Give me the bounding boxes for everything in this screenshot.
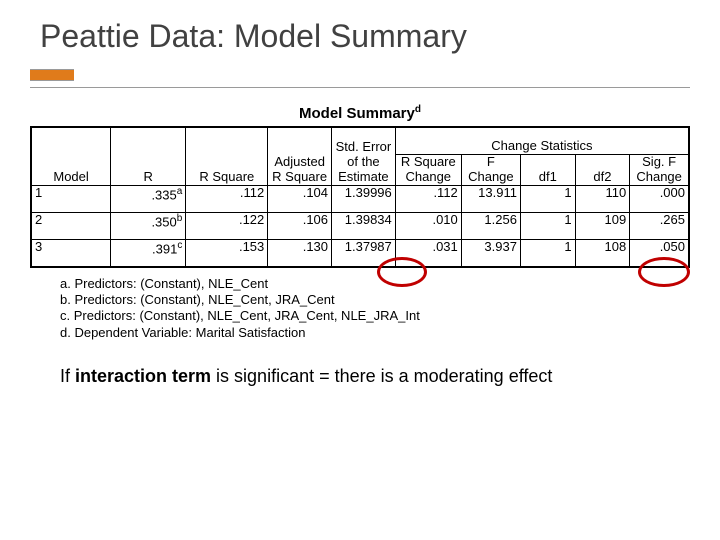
model-summary-table: Model R R Square Adjusted R Square Std. … [30,126,690,268]
col-fchg: F Change [461,155,520,186]
table-row: 2 .350b .122 .106 1.39834 .010 1.256 1 1… [31,212,689,239]
cell-fc: 1.256 [461,212,520,239]
table-wrap: Model R R Square Adjusted R Square Std. … [30,126,690,268]
table-title-super: d [415,104,421,115]
col-adjrsq: Adjusted R Square [268,127,332,185]
cell-rsc: .112 [395,185,461,212]
cell-se: 1.39996 [332,185,396,212]
cell-df1: 1 [520,212,575,239]
cell-adjrsq: .106 [268,212,332,239]
cell-df2: 110 [575,185,630,212]
conclusion-bold: interaction term [75,366,211,386]
col-rsqchg: R Square Change [395,155,461,186]
cell-fc: 3.937 [461,239,520,267]
col-rsq: R Square [186,127,268,185]
cell-adjrsq: .104 [268,185,332,212]
col-se: Std. Error of the Estimate [332,127,396,185]
footnotes: a. Predictors: (Constant), NLE_Cent b. P… [60,276,690,341]
header-row-1: Model R R Square Adjusted R Square Std. … [31,127,689,155]
cell-model: 1 [31,185,111,212]
footnote-d: d. Dependent Variable: Marital Satisfact… [60,325,690,341]
cell-r: .350b [111,212,186,239]
cell-sigf: .265 [630,212,689,239]
cell-rsc: .031 [395,239,461,267]
conclusion-post: is significant = there is a moderating e… [211,366,552,386]
col-sigf: Sig. F Change [630,155,689,186]
footnote-c: c. Predictors: (Constant), NLE_Cent, JRA… [60,308,690,324]
cell-rsq: .153 [186,239,268,267]
table-row: 1 .335a .112 .104 1.39996 .112 13.911 1 … [31,185,689,212]
cell-model: 3 [31,239,111,267]
accent-bar [30,69,74,81]
conclusion-text: If interaction term is significant = the… [60,365,660,388]
cell-rsq: .112 [186,185,268,212]
cell-r: .335a [111,185,186,212]
footnote-a: a. Predictors: (Constant), NLE_Cent [60,276,690,292]
cell-rsc: .010 [395,212,461,239]
cell-adjrsq: .130 [268,239,332,267]
col-r: R [111,127,186,185]
conclusion-pre: If [60,366,75,386]
col-df2: df2 [575,155,630,186]
cell-sigf: .000 [630,185,689,212]
cell-fc: 13.911 [461,185,520,212]
title-rule [30,87,690,88]
cell-sigf: .050 [630,239,689,267]
slide-title: Peattie Data: Model Summary [40,18,690,55]
table-title: Model Summaryd [30,104,690,122]
cell-rsq: .122 [186,212,268,239]
cell-r: .391c [111,239,186,267]
cell-df1: 1 [520,239,575,267]
cell-df1: 1 [520,185,575,212]
table-title-text: Model Summary [299,105,415,122]
footnote-b: b. Predictors: (Constant), NLE_Cent, JRA… [60,292,690,308]
table-row: 3 .391c .153 .130 1.37987 .031 3.937 1 1… [31,239,689,267]
col-model: Model [31,127,111,185]
cell-se: 1.37987 [332,239,396,267]
cell-se: 1.39834 [332,212,396,239]
col-change-group: Change Statistics [395,127,689,155]
cell-df2: 109 [575,212,630,239]
cell-df2: 108 [575,239,630,267]
col-df1: df1 [520,155,575,186]
cell-model: 2 [31,212,111,239]
